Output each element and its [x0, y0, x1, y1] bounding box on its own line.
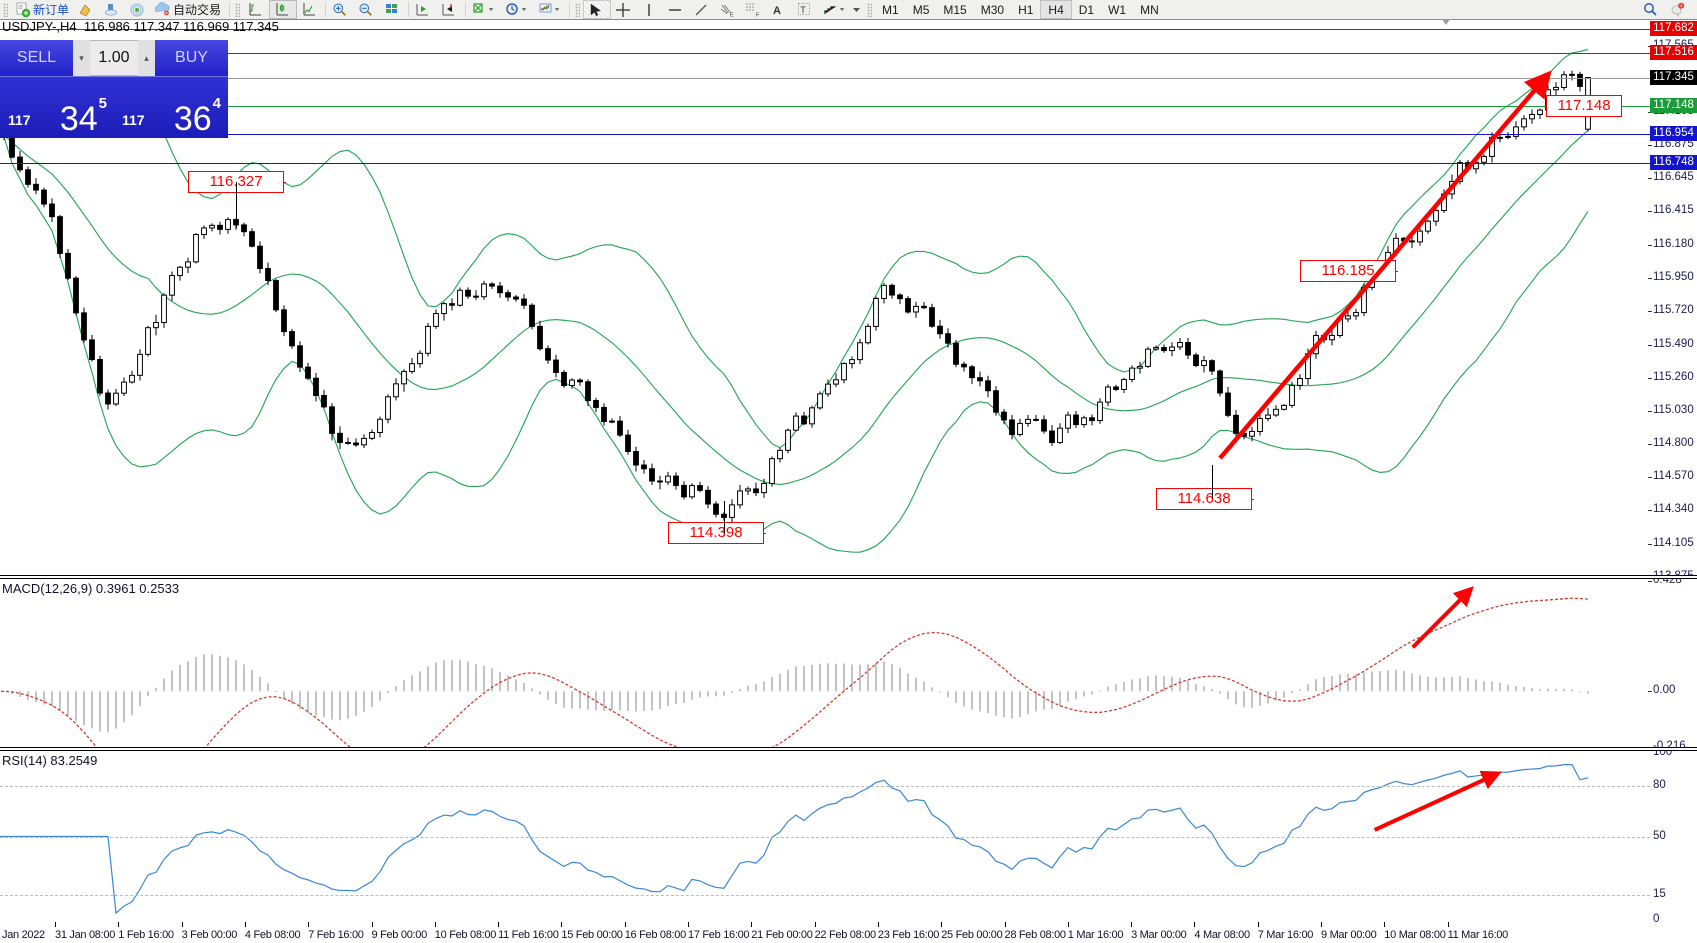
svg-text:A: A	[773, 5, 781, 17]
svg-text:E: E	[730, 12, 734, 18]
svg-text:T: T	[800, 5, 806, 15]
svg-text:F: F	[756, 12, 760, 18]
